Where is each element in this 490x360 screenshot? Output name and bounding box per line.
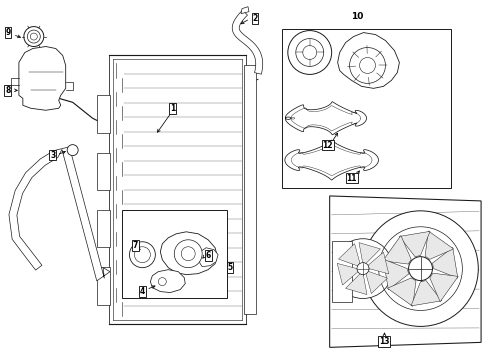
Polygon shape [232, 10, 263, 74]
Circle shape [174, 240, 202, 268]
Polygon shape [366, 271, 388, 293]
Circle shape [333, 239, 393, 298]
Text: 12: 12 [322, 141, 333, 150]
Polygon shape [345, 274, 367, 294]
Text: 13: 13 [379, 337, 390, 346]
Bar [97, 210, 110, 247]
Polygon shape [160, 232, 217, 275]
Polygon shape [285, 140, 378, 180]
Bar [122, 210, 227, 298]
Polygon shape [388, 278, 416, 306]
Bar [332, 241, 352, 302]
Text: 9: 9 [5, 28, 11, 37]
Circle shape [288, 31, 332, 75]
Polygon shape [430, 273, 458, 302]
Circle shape [409, 257, 433, 280]
Polygon shape [433, 247, 458, 278]
Text: 3: 3 [50, 150, 55, 159]
Polygon shape [368, 252, 389, 274]
Circle shape [24, 27, 44, 46]
Circle shape [357, 263, 369, 275]
Polygon shape [411, 280, 441, 306]
Text: 11: 11 [346, 174, 357, 183]
Polygon shape [337, 264, 358, 285]
Polygon shape [399, 231, 430, 257]
Polygon shape [19, 46, 66, 110]
Polygon shape [339, 244, 360, 266]
Polygon shape [150, 270, 185, 293]
Circle shape [129, 242, 155, 268]
Polygon shape [330, 196, 481, 347]
Bar [97, 267, 110, 305]
Polygon shape [9, 147, 110, 281]
Circle shape [363, 211, 478, 327]
Text: 10: 10 [351, 12, 364, 21]
Bar [97, 95, 110, 133]
Polygon shape [198, 248, 218, 267]
Polygon shape [338, 32, 399, 88]
Text: 8: 8 [5, 86, 11, 95]
Text: 2: 2 [252, 14, 258, 23]
Polygon shape [241, 7, 249, 14]
Bar [97, 153, 110, 190]
Text: 5: 5 [227, 263, 233, 272]
Polygon shape [425, 231, 454, 259]
Text: 1: 1 [170, 104, 175, 113]
Polygon shape [383, 235, 411, 264]
Text: 6: 6 [205, 251, 211, 260]
Polygon shape [359, 243, 380, 264]
Bar [282, 28, 451, 188]
Polygon shape [285, 102, 367, 135]
Bar [244, 66, 256, 315]
Polygon shape [383, 259, 409, 290]
Circle shape [67, 145, 78, 156]
Text: 4: 4 [140, 287, 145, 296]
Text: 7: 7 [133, 241, 138, 250]
